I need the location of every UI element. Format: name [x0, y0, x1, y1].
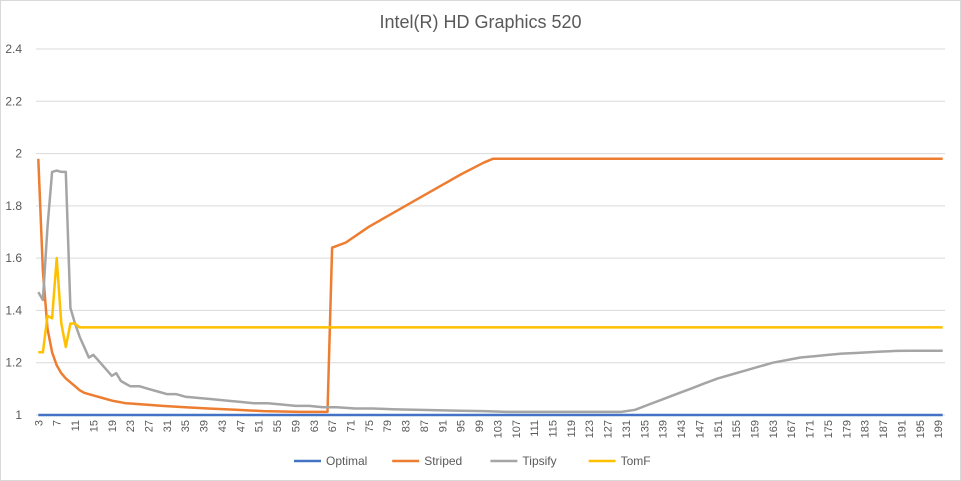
x-tick-label: 191 [896, 420, 908, 438]
x-tick-label: 135 [639, 420, 651, 438]
x-tick-label: 99 [474, 420, 486, 432]
x-tick-label: 199 [933, 420, 945, 438]
x-tick-label: 119 [566, 420, 578, 438]
x-tick-label: 167 [786, 420, 798, 438]
legend: Optimal Striped Tipsify TomF [294, 454, 651, 468]
y-tick-label: 1.8 [5, 199, 22, 213]
series-line-striped [37, 157, 943, 414]
x-tick-label: 39 [199, 420, 211, 432]
x-tick-label: 183 [860, 420, 872, 438]
y-tick-label: 1 [15, 408, 22, 422]
x-tick-label: 23 [125, 420, 137, 432]
y-tick-label: 2 [15, 147, 22, 161]
x-tick-label: 123 [584, 420, 596, 438]
x-tick-label: 87 [419, 420, 431, 432]
x-tick-label: 71 [345, 420, 357, 432]
x-tick-label: 159 [749, 420, 761, 438]
x-tick-label: 3 [33, 420, 45, 426]
series-lines [37, 157, 943, 417]
legend-label-optimal: Optimal [326, 454, 367, 468]
x-tick-label: 15 [88, 420, 100, 432]
x-tick-label: 35 [180, 420, 192, 432]
x-tick-label: 171 [805, 420, 817, 438]
x-tick-label: 31 [162, 420, 174, 432]
x-tick-label: 127 [603, 420, 615, 438]
series-line-tipsify [37, 169, 943, 414]
legend-label-tipsify: Tipsify [522, 454, 556, 468]
x-tick-label: 179 [841, 420, 853, 438]
x-tick-label: 103 [492, 420, 504, 438]
x-tick-label: 47 [235, 420, 247, 432]
series-line-tomf [38, 256, 943, 354]
legend-label-tomf: TomF [621, 454, 651, 468]
x-tick-label: 43 [217, 420, 229, 432]
x-tick-label: 91 [437, 420, 449, 432]
x-tick-label: 111 [529, 420, 541, 437]
x-tick-label: 55 [272, 420, 284, 432]
x-tick-label: 175 [823, 420, 835, 438]
x-tick-label: 59 [290, 420, 302, 432]
x-tick-label: 187 [878, 420, 890, 438]
x-axis-ticks: 3 7 11 15 19 23 27 31 35 39 43 47 51 55 59 63 67 71 75 79 83… [33, 420, 945, 438]
y-tick-label: 2.4 [5, 42, 22, 56]
x-tick-label: 95 [456, 420, 468, 432]
gridlines [36, 48, 945, 416]
y-tick-label: 1.2 [5, 356, 22, 370]
x-tick-label: 51 [254, 420, 266, 432]
x-tick-label: 139 [658, 420, 670, 438]
x-tick-label: 63 [309, 420, 321, 432]
x-tick-label: 151 [713, 420, 725, 438]
y-tick-label: 1.4 [5, 303, 22, 317]
legend-label-striped: Striped [424, 454, 462, 468]
x-tick-label: 27 [143, 420, 155, 432]
x-tick-label: 115 [547, 420, 559, 438]
x-tick-label: 83 [401, 420, 413, 432]
x-tick-label: 155 [731, 420, 743, 438]
x-tick-label: 107 [511, 420, 523, 438]
x-tick-label: 195 [915, 420, 927, 438]
x-tick-label: 7 [52, 420, 64, 426]
x-tick-label: 11 [70, 420, 82, 431]
x-tick-label: 79 [382, 420, 394, 432]
y-tick-label: 1.6 [5, 251, 22, 265]
x-tick-label: 75 [364, 420, 376, 432]
y-axis-ticks: 1 1.2 1.4 1.6 1.8 2 2.2 2.4 [5, 42, 22, 422]
x-tick-label: 67 [327, 420, 339, 432]
x-tick-label: 131 [621, 420, 633, 438]
x-tick-label: 143 [676, 420, 688, 438]
x-tick-label: 163 [768, 420, 780, 438]
y-tick-label: 2.2 [5, 94, 22, 108]
chart-title: Intel(R) HD Graphics 520 [379, 12, 582, 32]
x-tick-label: 19 [107, 420, 119, 432]
x-tick-label: 147 [694, 420, 706, 438]
